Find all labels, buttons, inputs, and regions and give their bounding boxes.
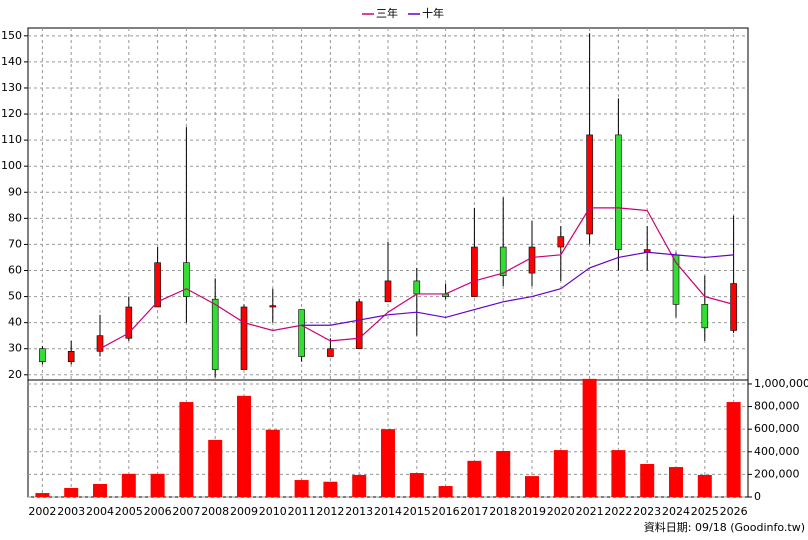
candle-body	[327, 348, 334, 357]
x-tick-label: 2015	[403, 505, 431, 518]
candle-body	[240, 306, 248, 370]
x-tick-label: 2012	[316, 505, 344, 518]
x-tick-label: 2013	[345, 505, 373, 518]
x-tick-label: 2006	[144, 505, 172, 518]
y-tick-label: 50	[8, 290, 22, 303]
volume-bar	[726, 402, 741, 497]
ma-line	[99, 207, 734, 350]
x-tick-label: 2014	[374, 505, 402, 518]
y-tick-label: 40	[8, 316, 22, 329]
x-tick-label: 2005	[115, 505, 143, 518]
x-tick-label: 2019	[518, 505, 546, 518]
volume-bar	[150, 473, 165, 497]
volume-bar	[323, 481, 338, 497]
candle-body	[413, 280, 421, 295]
candle-body	[528, 246, 536, 274]
x-tick-label: 2016	[432, 505, 460, 518]
candle-body	[211, 298, 219, 370]
volume-bar	[438, 486, 453, 497]
candle-body	[298, 309, 305, 357]
x-tick-label: 2009	[230, 505, 258, 518]
volume-bar	[496, 450, 511, 497]
y-tick-label: 70	[8, 237, 22, 250]
candle-body	[125, 306, 133, 339]
y-tick-label: 80	[8, 211, 22, 224]
x-tick-label: 2021	[576, 505, 604, 518]
candle-body	[355, 301, 363, 350]
volume-bar	[582, 378, 597, 497]
volume-bar	[265, 429, 280, 497]
x-tick-label: 2024	[662, 505, 690, 518]
y-tick-label: 60	[8, 263, 22, 276]
volume-bar	[237, 395, 251, 497]
x-tick-label: 2017	[460, 505, 488, 518]
x-tick-label: 2002	[28, 505, 56, 518]
volume-bar	[121, 473, 136, 497]
volume-bar	[669, 467, 683, 497]
legend-label: 十年	[422, 6, 444, 20]
x-tick-label: 2022	[604, 505, 632, 518]
footer: 資料日期: 09/18 (Goodinfo.tw)	[644, 520, 805, 534]
x-tick-label: 2003	[57, 505, 85, 518]
volume-tick-label: 600,000	[754, 422, 800, 435]
x-tick-label: 2004	[86, 505, 114, 518]
y-tick-label: 130	[1, 81, 22, 94]
y-tick-label: 90	[8, 185, 22, 198]
candle-body	[269, 305, 277, 308]
volume-bar	[640, 463, 655, 497]
candle-body	[183, 262, 190, 297]
x-tick-label: 2018	[489, 505, 517, 518]
y-tick-label: 140	[1, 55, 22, 68]
volume-bar	[352, 474, 367, 497]
volume-bar	[467, 460, 482, 497]
volume-bar	[208, 439, 223, 497]
volume-tick-label: 1,000,000	[754, 377, 808, 390]
x-tick-label: 2020	[547, 505, 575, 518]
volume-bar	[697, 474, 712, 497]
volume-tick-label: 0	[754, 490, 761, 503]
volume-bar	[381, 429, 395, 497]
y-tick-label: 30	[8, 342, 22, 355]
x-tick-label: 2025	[691, 505, 719, 518]
candle-body	[39, 348, 46, 363]
candle-body	[471, 246, 478, 297]
candle-body	[384, 280, 392, 303]
volume-bar	[179, 402, 194, 497]
volume-bar	[553, 450, 568, 497]
candle-body	[730, 283, 737, 331]
volume-bar	[35, 493, 50, 497]
x-tick-label: 2010	[259, 505, 287, 518]
candle-body	[701, 304, 709, 329]
candle-body	[96, 335, 104, 352]
volume-bar	[525, 476, 539, 497]
candle-body	[615, 134, 622, 250]
x-tick-label: 2026	[720, 505, 748, 518]
volume-bar	[294, 480, 309, 497]
candle-body	[154, 262, 161, 308]
candle-body	[586, 134, 593, 235]
x-tick-label: 2008	[201, 505, 229, 518]
legend-label: 三年	[376, 6, 398, 20]
volume-tick-label: 200,000	[754, 467, 800, 480]
y-tick-label: 120	[1, 107, 22, 120]
x-tick-label: 2011	[288, 505, 316, 518]
volume-tick-label: 400,000	[754, 445, 800, 458]
ma-line	[301, 251, 734, 326]
volume-tick-label: 800,000	[754, 400, 800, 413]
x-tick-label: 2023	[633, 505, 661, 518]
candle-body	[67, 351, 75, 363]
volume-bar	[93, 484, 107, 497]
y-tick-label: 100	[1, 159, 22, 172]
candle-body	[499, 246, 507, 277]
y-tick-label: 150	[1, 29, 22, 42]
volume-bar	[611, 450, 626, 497]
volume-bar	[64, 487, 79, 497]
volume-bar	[409, 473, 424, 497]
y-tick-label: 110	[1, 133, 22, 146]
candle-body	[557, 236, 565, 248]
y-tick-label: 20	[8, 368, 22, 381]
x-tick-label: 2007	[172, 505, 200, 518]
